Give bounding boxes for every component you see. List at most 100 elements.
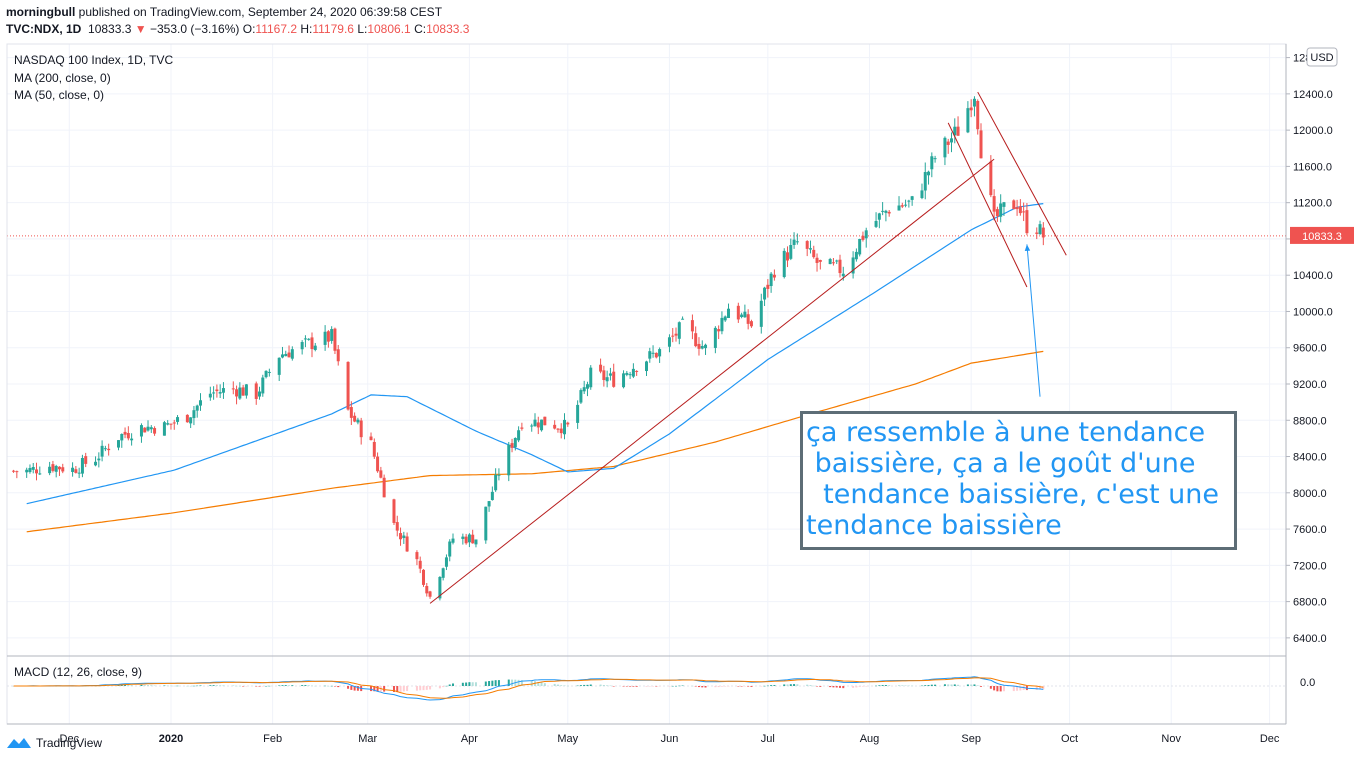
candle-body xyxy=(923,172,927,191)
candle xyxy=(444,554,448,571)
author-name[interactable]: morningbull xyxy=(6,5,76,19)
candle xyxy=(379,466,383,479)
candle-body xyxy=(421,569,425,585)
candle xyxy=(858,238,862,257)
candle xyxy=(625,370,629,377)
candle-body xyxy=(786,252,790,261)
candle xyxy=(290,346,294,361)
macd-histogram-bar xyxy=(186,685,189,687)
open-value: 11167.2 xyxy=(255,22,298,36)
candle xyxy=(441,567,445,581)
candle xyxy=(612,363,616,388)
candle-body xyxy=(330,329,334,341)
candle xyxy=(235,385,239,405)
candle-body xyxy=(864,230,868,239)
macd-histogram-bar xyxy=(497,680,500,686)
candle-body xyxy=(956,126,960,136)
last-price-label: 10833.3 xyxy=(1302,231,1342,243)
candle-body xyxy=(900,205,904,207)
symbol-label: TVC:NDX, 1D xyxy=(6,22,82,36)
candle xyxy=(717,325,721,340)
candle-body xyxy=(989,161,993,196)
macd-histogram-bar xyxy=(169,685,172,687)
macd-histogram-bar xyxy=(255,686,258,687)
candle-body xyxy=(51,464,55,471)
candle-body xyxy=(530,425,534,427)
candle-body xyxy=(12,470,16,472)
candle xyxy=(763,286,767,307)
candle-body xyxy=(795,241,799,243)
candle-body xyxy=(608,373,612,376)
candle-body xyxy=(818,260,822,262)
candle-body xyxy=(418,560,422,569)
price-pane[interactable] xyxy=(7,91,1286,604)
ohlc-header: TVC:NDX, 1D 10833.3 ▼ −353.0 (−3.16%) O:… xyxy=(6,22,469,36)
candle-body xyxy=(736,305,740,320)
macd-signal-line xyxy=(13,677,1044,699)
candle xyxy=(356,417,360,425)
last-price: 10833.3 xyxy=(88,22,132,36)
candle-body xyxy=(235,389,239,397)
macd-histogram-bar xyxy=(645,686,648,687)
macd-histogram-bar xyxy=(629,686,632,687)
macd-histogram-bar xyxy=(261,686,264,687)
tradingview-logo-icon xyxy=(7,738,31,748)
candle-body xyxy=(792,239,796,245)
macd-histogram-bar xyxy=(704,686,707,688)
candle-body xyxy=(402,535,406,539)
macd-histogram-bar xyxy=(996,686,999,692)
candle xyxy=(563,413,567,440)
candle xyxy=(103,445,107,452)
candle xyxy=(795,233,799,245)
footer-brand[interactable]: TradingView xyxy=(36,736,103,750)
time-tick-label: Feb xyxy=(263,733,282,745)
candle-body xyxy=(507,444,511,476)
candle xyxy=(864,227,868,248)
macd-histogram-bar xyxy=(957,684,960,686)
candle xyxy=(51,460,55,473)
macd-histogram-bar xyxy=(491,680,494,686)
candle-body xyxy=(536,422,540,428)
macd-histogram-bar xyxy=(953,684,956,686)
candle-body xyxy=(717,329,721,332)
candle xyxy=(84,452,88,468)
macd-histogram-bar xyxy=(425,686,428,690)
candle xyxy=(697,337,701,356)
macd-histogram-bar xyxy=(740,686,743,687)
candle xyxy=(956,116,960,136)
candle-body xyxy=(287,352,291,358)
candle-body xyxy=(694,333,698,347)
macd-histogram-bar xyxy=(606,685,609,686)
candle xyxy=(789,238,793,261)
candle xyxy=(261,374,265,397)
annotation-box[interactable] xyxy=(800,411,1237,550)
candle xyxy=(976,99,980,135)
candle-body xyxy=(71,467,75,472)
macd-histogram-bar xyxy=(406,686,409,692)
macd-histogram-bar xyxy=(858,686,861,687)
candle-body xyxy=(808,248,812,250)
macd-histogram-bar xyxy=(655,686,658,687)
grid xyxy=(7,44,1286,724)
candle-body xyxy=(28,468,32,473)
candle-body xyxy=(94,461,98,466)
candle xyxy=(782,248,786,279)
macd-histogram-bar xyxy=(783,684,786,686)
candle xyxy=(681,316,685,320)
macd-histogram-bar xyxy=(678,685,681,687)
macd-histogram-bar xyxy=(842,686,845,689)
macd-histogram-bar xyxy=(947,684,950,686)
candle xyxy=(195,404,199,418)
candle xyxy=(185,414,189,423)
candle xyxy=(74,465,78,474)
candle-body xyxy=(713,327,717,348)
candle xyxy=(487,500,491,512)
candle xyxy=(215,384,219,398)
candle xyxy=(484,506,488,544)
candle-body xyxy=(195,405,199,411)
candle-body xyxy=(494,474,498,491)
macd-histogram-bar xyxy=(124,684,127,686)
macd-histogram-bar xyxy=(284,685,287,686)
currency-badge[interactable]: USD xyxy=(1306,47,1338,67)
